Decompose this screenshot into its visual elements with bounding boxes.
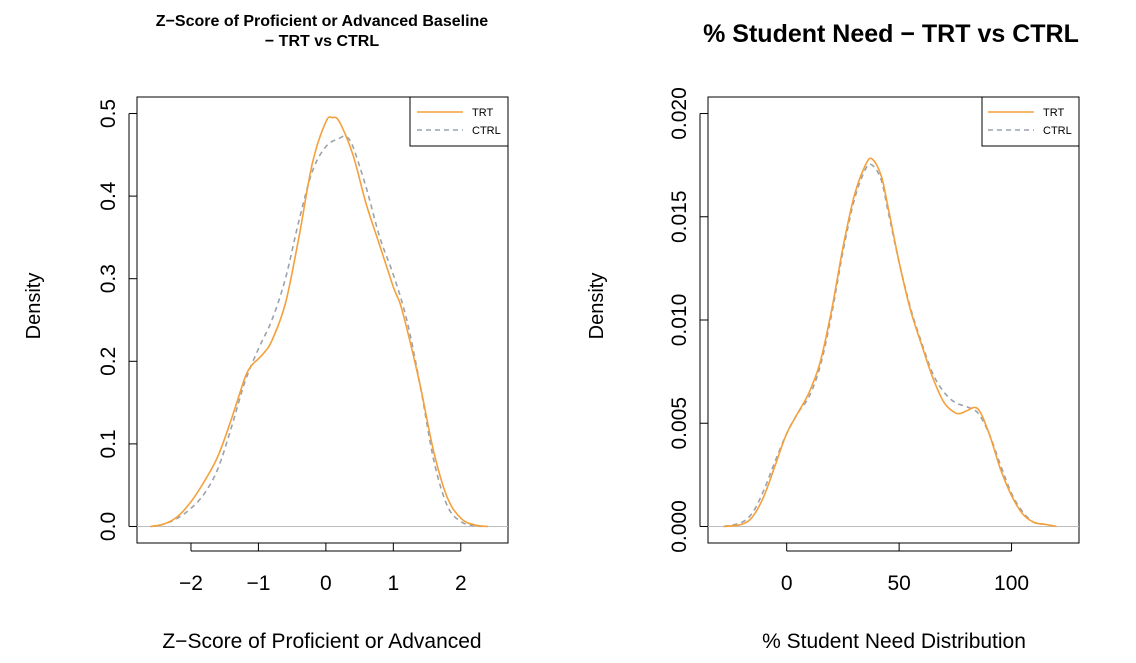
left-x-tick-label: 1 xyxy=(387,572,399,595)
left-plot-layer: −2 −1 0 1 2 0.0 0.1 0.2 0.3 0.4 0.5 xyxy=(97,99,508,595)
right-legend-box xyxy=(981,96,1080,147)
right-plot-frame xyxy=(707,96,1080,544)
right-y-tick-label: 0.015 xyxy=(668,190,691,243)
left-legend-ctrl-label: CTRL xyxy=(472,125,501,137)
right-legend-trt-label: TRT xyxy=(1043,107,1064,119)
left-legend: TRT CTRL xyxy=(409,96,509,147)
right-chart-title: % Student Need − TRT vs CTRL xyxy=(703,20,1079,48)
left-chart-title-line2: − TRT vs CTRL xyxy=(265,33,379,50)
right-y-tick-label: 0.020 xyxy=(668,87,691,140)
right-y-axis-label: Density xyxy=(586,273,608,340)
right-x-axis-label: % Student Need Distribution xyxy=(762,630,1026,653)
left-y-tick-label: 0.0 xyxy=(97,512,120,541)
right-series-trt-line xyxy=(723,157,1057,528)
left-plot-frame xyxy=(136,96,509,544)
right-y-tick-label: 0.005 xyxy=(668,397,691,450)
left-chart-title-line1: Z−Score of Proficient or Advanced Baseli… xyxy=(156,13,488,30)
right-y-tick-label: 0.000 xyxy=(668,500,691,553)
left-y-tick-label: 0.1 xyxy=(97,429,120,458)
left-legend-box xyxy=(409,96,509,147)
left-legend-trt-label: TRT xyxy=(472,107,493,119)
right-x-tick-label: 0 xyxy=(781,572,793,595)
left-series-ctrl-line xyxy=(150,135,488,528)
left-y-tick-label: 0.3 xyxy=(97,264,120,293)
right-x-tick-label: 50 xyxy=(887,572,910,595)
right-y-tick-label: 0.010 xyxy=(668,294,691,347)
right-legend: TRT CTRL xyxy=(981,96,1080,147)
left-x-axis-label: Z−Score of Proficient or Advanced xyxy=(162,630,481,653)
right-legend-ctrl-label: CTRL xyxy=(1043,125,1072,137)
right-plot-layer: 0 50 100 0.000 0.005 0.010 0.015 0.020 xyxy=(668,87,1079,595)
left-y-tick-label: 0.4 xyxy=(97,181,120,211)
left-x-tick-label: 2 xyxy=(455,572,467,595)
left-x-tick-label: 0 xyxy=(320,572,332,595)
left-panel: Z−Score of Proficient or Advanced Baseli… xyxy=(23,13,509,653)
left-series-trt-line xyxy=(150,116,488,528)
right-x-tick-label: 100 xyxy=(994,572,1029,595)
left-x-tick-label: −2 xyxy=(179,572,203,595)
left-y-tick-label: 0.5 xyxy=(97,99,120,128)
left-x-tick-label: −1 xyxy=(246,572,270,595)
right-panel: % Student Need − TRT vs CTRL Density % S… xyxy=(586,20,1080,653)
left-y-axis-label: Density xyxy=(23,273,45,340)
left-y-tick-label: 0.2 xyxy=(97,347,120,376)
